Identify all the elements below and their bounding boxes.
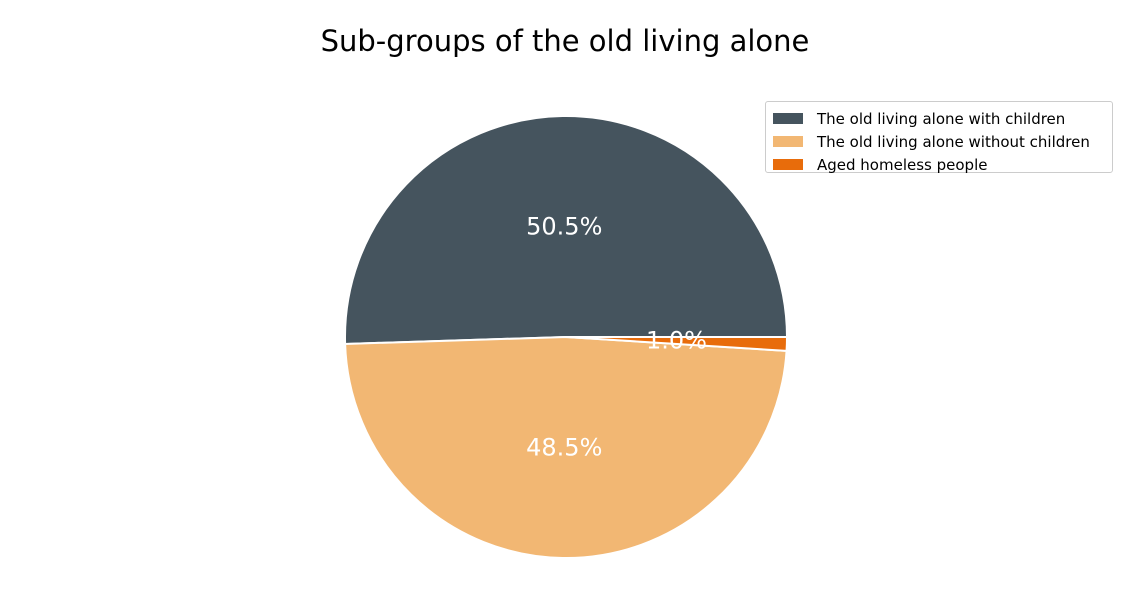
legend-label-homeless: Aged homeless people	[817, 155, 988, 174]
legend-label-without-children: The old living alone without children	[817, 132, 1090, 151]
legend-item-without-children: The old living alone without children	[766, 130, 1112, 153]
pie-label-homeless: 1.0%	[646, 326, 707, 354]
pie-slice-homeless	[565, 336, 788, 352]
pie-label-without-children: 48.5%	[526, 433, 602, 461]
pie-slices	[344, 115, 788, 559]
chart-title: Sub-groups of the old living alone	[320, 24, 810, 58]
legend-swatch-with-children	[773, 113, 803, 124]
legend-swatch-without-children	[773, 136, 803, 147]
legend-item-with-children: The old living alone with children	[766, 107, 1112, 130]
pie-labels: 50.5% 48.5% 1.0%	[526, 213, 707, 462]
pie-slice-without-children	[344, 336, 788, 559]
pie-slice-with-children	[344, 115, 788, 345]
legend-item-homeless: Aged homeless people	[766, 153, 1112, 176]
legend-swatch-homeless	[773, 159, 803, 170]
pie-label-with-children: 50.5%	[526, 213, 602, 241]
legend-label-with-children: The old living alone with children	[817, 109, 1066, 128]
legend: The old living alone with children The o…	[765, 101, 1113, 176]
